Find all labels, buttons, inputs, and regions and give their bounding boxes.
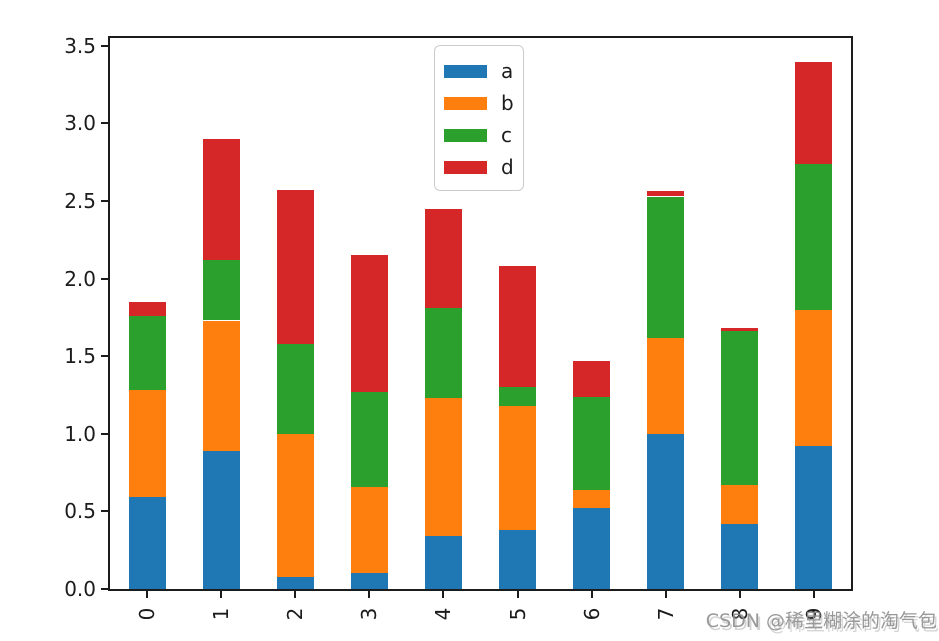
x-tick-label: 4 — [431, 607, 455, 621]
y-tick-label: 3.5 — [64, 34, 96, 58]
bar-0-segment-a — [129, 497, 166, 589]
y-tick-label: 0.5 — [64, 499, 96, 523]
bar-8-segment-d — [721, 328, 758, 331]
y-tick-label: 1.5 — [64, 344, 96, 368]
bar-0-segment-d — [129, 302, 166, 316]
bar-9-segment-d — [795, 62, 832, 164]
x-tick-label: 0 — [135, 607, 159, 621]
x-tick-mark — [220, 591, 222, 598]
bar-2-segment-c — [277, 344, 314, 434]
x-tick-label: 3 — [357, 607, 381, 621]
bar-9-segment-c — [795, 164, 832, 310]
y-tick-mark — [101, 278, 108, 280]
bar-9-segment-b — [795, 309, 832, 446]
legend-label-a: a — [501, 59, 514, 83]
bar-3-segment-d — [351, 255, 388, 392]
bar-0-segment-c — [129, 315, 166, 390]
x-tick-label: 7 — [654, 607, 678, 621]
x-tick-mark — [517, 591, 519, 598]
bar-4-segment-a — [425, 536, 462, 589]
bar-2-segment-a — [277, 577, 314, 589]
bar-1-segment-c — [203, 259, 240, 320]
bar-6-segment-d — [573, 361, 610, 397]
x-tick-label: 6 — [580, 607, 604, 621]
bar-7-segment-b — [647, 338, 684, 434]
bar-6-segment-c — [573, 397, 610, 490]
bar-2-segment-d — [277, 190, 314, 344]
bar-5-segment-c — [499, 387, 536, 406]
bar-4-segment-d — [425, 209, 462, 308]
legend-swatch-b — [444, 96, 487, 110]
legend-entry-c: c — [444, 119, 523, 151]
bar-3-segment-c — [351, 392, 388, 487]
bar-2-segment-b — [277, 434, 314, 577]
bar-1-segment-d — [203, 139, 240, 260]
bar-1-segment-b — [203, 321, 240, 451]
y-tick-mark — [101, 588, 108, 590]
y-tick-mark — [101, 45, 108, 47]
y-tick-mark — [101, 355, 108, 357]
bar-7-segment-a — [647, 434, 684, 589]
bar-8-segment-c — [721, 331, 758, 485]
x-tick-label: 5 — [506, 607, 530, 621]
bar-6-segment-b — [573, 489, 610, 508]
x-tick-mark — [146, 591, 148, 598]
legend-swatch-c — [444, 128, 487, 142]
y-tick-label: 2.0 — [64, 267, 96, 291]
bar-7-segment-c — [647, 197, 684, 338]
x-tick-label: 2 — [283, 607, 307, 621]
x-tick-label: 1 — [209, 607, 233, 621]
bar-0-segment-b — [129, 390, 166, 497]
bar-8-segment-a — [721, 524, 758, 589]
legend-label-b: b — [501, 91, 514, 115]
x-tick-mark — [739, 591, 741, 598]
x-tick-mark — [368, 591, 370, 598]
bar-3-segment-a — [351, 573, 388, 589]
legend-entry-b: b — [444, 87, 523, 119]
bar-4-segment-c — [425, 308, 462, 398]
legend-label-c: c — [501, 123, 512, 147]
legend-swatch-a — [444, 64, 487, 78]
x-tick-mark — [442, 591, 444, 598]
bar-8-segment-b — [721, 485, 758, 524]
watermark: CSDN @稀里糊涂的淘气包 — [705, 610, 937, 632]
bar-7-segment-d — [647, 191, 684, 196]
bar-5-segment-b — [499, 406, 536, 530]
bar-9-segment-a — [795, 446, 832, 589]
y-tick-label: 2.5 — [64, 189, 96, 213]
y-tick-mark — [101, 510, 108, 512]
x-tick-mark — [665, 591, 667, 598]
y-tick-mark — [101, 122, 108, 124]
y-tick-label: 1.0 — [64, 422, 96, 446]
y-tick-mark — [101, 200, 108, 202]
bar-5-segment-a — [499, 530, 536, 589]
bar-6-segment-a — [573, 508, 610, 589]
legend-entry-a: a — [444, 55, 523, 87]
bar-5-segment-d — [499, 266, 536, 387]
y-tick-mark — [101, 433, 108, 435]
legend-swatch-d — [444, 160, 487, 174]
legend-entry-d: d — [444, 151, 523, 183]
legend-label-d: d — [501, 155, 514, 179]
bar-4-segment-b — [425, 398, 462, 536]
x-tick-mark — [591, 591, 593, 598]
y-tick-label: 0.0 — [64, 577, 96, 601]
bar-1-segment-a — [203, 451, 240, 589]
bar-3-segment-b — [351, 486, 388, 573]
x-tick-mark — [813, 591, 815, 598]
y-tick-label: 3.0 — [64, 111, 96, 135]
x-tick-mark — [294, 591, 296, 598]
